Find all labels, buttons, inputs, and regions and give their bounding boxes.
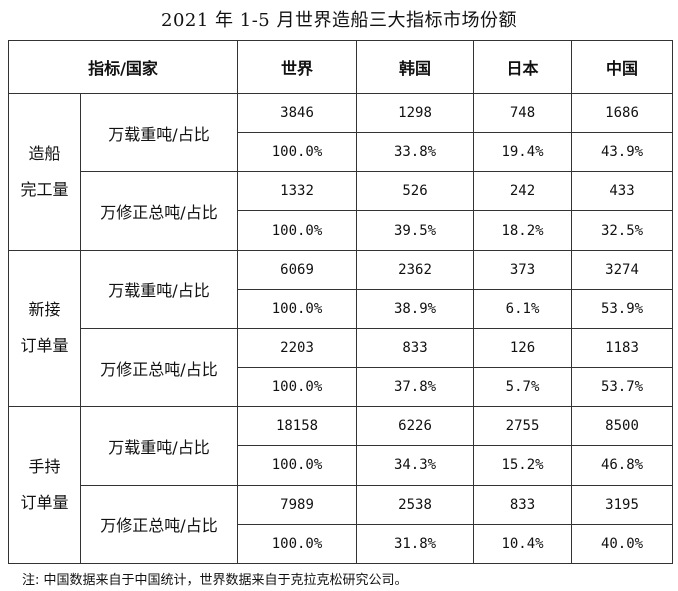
share-cell: 34.3% <box>356 445 475 486</box>
value-cell: 433 <box>571 171 674 212</box>
share-cell: 5.7% <box>473 367 573 408</box>
table-row: 万修正总吨/占比 7989 2538 833 3195 <box>9 484 674 565</box>
value-cell: 833 <box>356 327 475 369</box>
table-row: 造船 完工量 万载重吨/占比 3846 1298 748 1686 <box>8 92 674 251</box>
metric-label: 万修正总吨/占比 <box>79 171 239 251</box>
header-korea: 韩国 <box>356 40 475 94</box>
table-row: 100.0% 39.5% 18.2% 32.5% <box>9 210 674 251</box>
share-cell: 37.8% <box>356 367 475 408</box>
value-cell: 6069 <box>237 249 358 290</box>
table-row: 100.0% 38.9% 6.1% 53.9% <box>9 288 674 329</box>
table-row: 100.0% 33.8% 19.4% 43.9% <box>9 132 674 173</box>
share-cell: 100.0% <box>237 445 358 486</box>
share-cell: 38.9% <box>356 288 475 329</box>
category-line1: 造船 <box>28 143 61 163</box>
table-row: 万修正总吨/占比 2203 833 126 1183 <box>9 327 674 408</box>
metric-label: 万修正总吨/占比 <box>79 484 239 565</box>
metric-label: 万载重吨/占比 <box>79 92 239 173</box>
value-cell: 833 <box>473 484 573 525</box>
share-cell: 32.5% <box>571 210 674 251</box>
table-row: 万修正总吨/占比 1332 526 242 433 <box>9 171 674 251</box>
metric-label: 万载重吨/占比 <box>79 249 239 329</box>
header-row: 指标/国家 世界 韩国 日本 中国 <box>7 40 674 94</box>
share-cell: 40.0% <box>571 523 674 565</box>
value-cell: 1298 <box>356 92 475 134</box>
value-cell: 2203 <box>237 327 358 369</box>
value-cell: 126 <box>473 327 573 369</box>
metric-label: 万载重吨/占比 <box>79 406 239 486</box>
value-cell: 526 <box>356 171 475 212</box>
share-cell: 100.0% <box>237 523 358 565</box>
value-cell: 373 <box>473 249 573 290</box>
table-title: 2021 年 1-5 月世界造船三大指标市场份额 <box>161 10 517 31</box>
value-cell: 6226 <box>356 406 475 447</box>
share-cell: 39.5% <box>356 210 475 251</box>
share-cell: 33.8% <box>356 132 475 173</box>
value-cell: 2538 <box>356 484 475 525</box>
value-cell: 1183 <box>571 327 674 369</box>
value-cell: 242 <box>473 171 573 212</box>
header-corner: 指标/国家 <box>7 40 239 94</box>
header-japan: 日本 <box>473 40 573 94</box>
share-cell: 31.8% <box>356 523 475 565</box>
category-line2: 完工量 <box>20 179 69 199</box>
value-cell: 3274 <box>571 249 674 290</box>
share-cell: 100.0% <box>237 367 358 408</box>
header-china: 中国 <box>571 40 674 94</box>
share-cell: 46.8% <box>571 445 674 486</box>
share-cell: 10.4% <box>473 523 573 565</box>
category-line1: 新接 <box>28 300 61 320</box>
value-cell: 18158 <box>237 406 358 447</box>
table-row: 100.0% 37.8% 5.7% 53.7% <box>9 367 674 408</box>
share-cell: 6.1% <box>473 288 573 329</box>
table-row: 新接 订单量 万载重吨/占比 6069 2362 373 3274 <box>8 249 674 408</box>
share-cell: 53.7% <box>571 367 674 408</box>
metric-label: 万修正总吨/占比 <box>79 327 239 408</box>
share-cell: 15.2% <box>473 445 573 486</box>
share-cell: 100.0% <box>237 210 358 251</box>
category-cell: 手持 订单量 <box>8 406 81 564</box>
share-cell: 53.9% <box>571 288 674 329</box>
share-cell: 18.2% <box>473 210 573 251</box>
share-cell: 100.0% <box>237 132 358 173</box>
value-cell: 748 <box>473 92 573 134</box>
category-line1: 手持 <box>28 457 61 477</box>
table-row: 100.0% 31.8% 10.4% 40.0% <box>9 523 674 565</box>
share-cell: 100.0% <box>237 288 358 329</box>
category-line2: 订单量 <box>20 493 69 513</box>
value-cell: 8500 <box>571 406 674 447</box>
category-cell: 新接 订单量 <box>8 249 81 408</box>
category-line2: 订单量 <box>20 336 69 356</box>
value-cell: 3195 <box>571 484 674 525</box>
header-world: 世界 <box>237 40 358 94</box>
share-cell: 19.4% <box>473 132 573 173</box>
category-cell: 造船 完工量 <box>8 93 81 251</box>
value-cell: 1686 <box>571 92 674 134</box>
table-row: 100.0% 34.3% 15.2% 46.8% <box>9 445 674 486</box>
value-cell: 1332 <box>237 171 358 212</box>
value-cell: 7989 <box>237 484 358 525</box>
value-cell: 3846 <box>237 92 358 134</box>
value-cell: 2362 <box>356 249 475 290</box>
market-share-table: 指标/国家 世界 韩国 日本 中国 造船 完工量 万载重吨/占比 3846 12… <box>7 40 674 565</box>
table-row: 手持 订单量 万载重吨/占比 18158 6226 2755 8500 <box>8 406 674 564</box>
source-note: 注: 中国数据来自于中国统计，世界数据来自于克拉克松研究公司。 <box>22 573 408 588</box>
value-cell: 2755 <box>473 406 573 447</box>
share-cell: 43.9% <box>571 132 674 173</box>
